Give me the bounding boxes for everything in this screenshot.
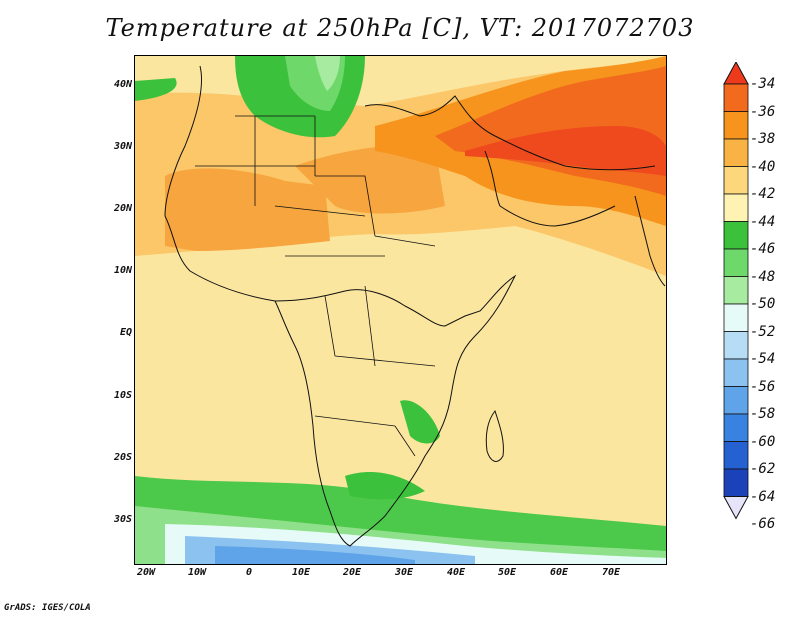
lat-label-20s: 20S (113, 452, 132, 463)
colorbar-swatch (723, 413, 749, 442)
colorbar-swatch (723, 248, 749, 277)
field-band-34-core (465, 126, 666, 176)
lat-label-10s: 10S (113, 390, 132, 401)
lon-label-50e: 50E (497, 567, 517, 578)
colorbar-swatch (723, 331, 749, 360)
colorbar-label: -34 (750, 76, 776, 92)
field-band-46-safrica (345, 471, 425, 500)
colorbar-swatch (723, 358, 749, 387)
colorbar-swatch (723, 276, 749, 305)
colorbar-label: -58 (750, 406, 776, 422)
colorbar-swatch (723, 193, 749, 222)
madagascar-coastline (485, 409, 504, 462)
colorbar-label: -66 (750, 516, 776, 532)
lat-label-30n: 30N (113, 141, 132, 152)
colorbar-label: -44 (750, 213, 776, 230)
lat-label-10n: 10N (113, 265, 132, 276)
colorbar-label: -54 (750, 351, 776, 367)
colorbar-label: -36 (750, 103, 776, 120)
lon-label-10e: 10E (291, 567, 311, 578)
chart-title: Temperature at 250hPa [C], VT: 201707270… (105, 14, 695, 42)
lon-label-20e: 20E (342, 567, 362, 578)
arabian-coastline (484, 150, 616, 227)
lon-label-10w: 10W (187, 567, 207, 578)
colorbar-label: -42 (750, 186, 776, 202)
lat-label-30s: 30S (113, 514, 132, 525)
colorbar-swatch (723, 468, 749, 497)
colorbar-label: -38 (750, 131, 776, 147)
colorbar-label: -40 (750, 158, 776, 175)
credit-text: GrADS: IGES/COLA (4, 603, 91, 613)
colorbar-swatch (723, 386, 749, 415)
lat-label-20n: 20N (113, 203, 132, 214)
colorbar-swatch (723, 221, 749, 250)
colorbar-swatch (723, 166, 749, 195)
country-borders (195, 115, 436, 457)
colorbar-label: -50 (750, 296, 776, 312)
coastlines (164, 65, 666, 547)
temperature-map (134, 55, 667, 565)
lon-label-70e: 70E (601, 567, 621, 578)
colorbar-label: -48 (750, 268, 776, 285)
colorbar-swatch (723, 83, 749, 112)
field-band-38-west (165, 168, 330, 251)
lon-label-40e: 40E (446, 567, 466, 578)
field-band-38-east (295, 144, 445, 214)
colorbar-arrow-top (723, 60, 749, 85)
lat-label-40n: 40N (113, 79, 132, 90)
colorbar-label: -56 (750, 378, 776, 395)
field-band-46-moz (400, 400, 440, 444)
lon-label-30e: 30E (394, 567, 414, 578)
colorbar-arrow-bottom (723, 496, 749, 520)
colorbar-swatch (723, 111, 749, 140)
lon-label-20w: 20W (136, 567, 156, 578)
colorbar-label: -52 (750, 323, 776, 340)
colorbar-label: -46 (750, 241, 776, 257)
colorbar-label: -60 (750, 433, 776, 450)
field-band-50-north (315, 56, 340, 91)
africa-coastline (164, 65, 517, 547)
india-coastline (634, 195, 666, 287)
colorbar-swatch (723, 441, 749, 470)
colorbar-swatch (723, 303, 749, 332)
colorbar-label: -62 (750, 461, 776, 477)
colorbar-swatch (723, 138, 749, 167)
lat-label-eq: EQ (119, 327, 132, 338)
field-band-58-south (215, 546, 415, 564)
field-band-46-nw (135, 78, 177, 101)
colorbar: -34 -36 -38 -40 -42 -44 -46 -48 -50 -52 -54 -56 -58 -… (722, 60, 800, 562)
middle-east-coastline (364, 95, 656, 171)
colorbar-swatches (723, 60, 749, 520)
lon-label-60e: 60E (549, 567, 569, 578)
lon-label-0: 0 (245, 567, 253, 578)
colorbar-label: -64 (750, 488, 776, 505)
